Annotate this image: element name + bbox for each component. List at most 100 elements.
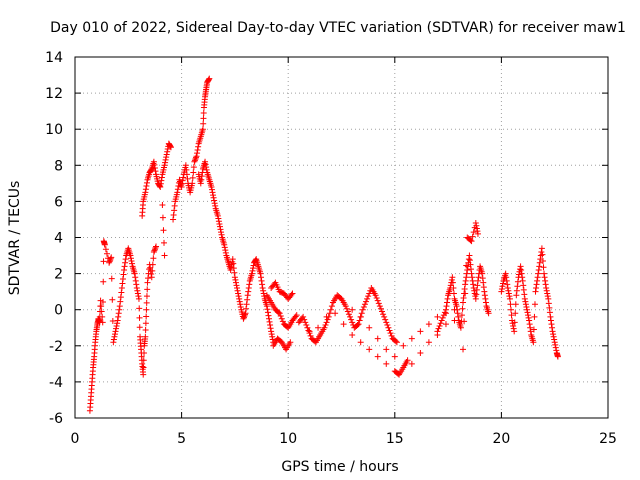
data-point — [442, 321, 449, 328]
x-tick-label: 15 — [386, 431, 404, 447]
data-point — [506, 295, 513, 302]
grid-lines — [75, 57, 608, 418]
data-point — [459, 305, 466, 312]
data-point — [507, 306, 514, 313]
data-point — [536, 259, 543, 266]
data-point — [349, 319, 356, 326]
data-point — [292, 313, 299, 320]
x-tick-label: 5 — [177, 431, 186, 447]
y-axis-label: SDTVAR / TECUs — [7, 181, 23, 296]
data-point — [375, 300, 382, 307]
data-point — [470, 229, 477, 236]
data-point — [545, 300, 552, 307]
data-point — [240, 315, 247, 322]
data-point — [157, 183, 164, 190]
data-point — [99, 299, 106, 306]
data-point — [167, 144, 174, 151]
data-point — [323, 313, 330, 320]
data-point — [525, 312, 532, 319]
data-point — [439, 314, 446, 321]
data-point — [265, 312, 272, 319]
data-point — [118, 289, 125, 296]
data-point — [400, 342, 407, 349]
data-point — [454, 306, 461, 313]
data-point — [549, 324, 556, 331]
data-point — [118, 285, 125, 292]
data-point — [191, 157, 198, 164]
data-point — [449, 279, 456, 286]
data-point — [513, 287, 520, 294]
data-point — [178, 183, 185, 190]
data-point — [543, 287, 550, 294]
data-point — [108, 275, 115, 282]
data-point — [464, 266, 471, 273]
data-point — [143, 306, 150, 313]
data-point — [194, 150, 201, 157]
data-point — [450, 285, 457, 292]
data-point — [461, 285, 468, 292]
data-point — [115, 310, 122, 317]
data-point — [315, 324, 322, 331]
data-point — [527, 324, 534, 331]
data-point — [107, 257, 114, 264]
data-point — [259, 285, 266, 292]
data-point — [553, 347, 560, 354]
data-point — [120, 271, 127, 278]
data-point — [465, 256, 472, 263]
data-point — [142, 186, 149, 193]
data-point — [519, 277, 526, 284]
data-point — [404, 357, 411, 364]
data-point — [324, 316, 331, 323]
data-point — [215, 215, 222, 222]
data-point — [466, 257, 473, 264]
data-point — [366, 324, 373, 331]
data-point — [150, 255, 157, 262]
data-point — [142, 189, 149, 196]
data-point — [467, 261, 474, 268]
data-point — [366, 346, 373, 353]
data-point — [461, 318, 468, 325]
data-point — [472, 220, 479, 227]
data-point — [344, 308, 351, 315]
data-point — [277, 313, 284, 320]
data-point — [458, 312, 465, 319]
data-point — [449, 274, 456, 281]
data-point — [230, 265, 237, 272]
data-point — [231, 274, 238, 281]
data-point — [473, 291, 480, 298]
data-point — [113, 322, 120, 329]
y-axis-ticks: -6 -4 -2 0 2 4 6 8 10 12 14 — [45, 50, 608, 427]
data-point — [504, 281, 511, 288]
data-point — [343, 305, 350, 312]
data-point — [109, 296, 116, 303]
data-point — [322, 322, 329, 329]
data-point — [234, 285, 241, 292]
data-point — [499, 280, 506, 287]
data-point — [148, 166, 155, 173]
data-point — [164, 146, 171, 153]
data-point — [145, 275, 152, 282]
data-point — [268, 331, 275, 338]
data-point — [140, 364, 147, 371]
data-point — [98, 308, 105, 315]
data-point — [482, 295, 489, 302]
data-point — [503, 274, 510, 281]
data-point — [279, 318, 286, 325]
data-point — [140, 371, 147, 378]
data-point — [539, 251, 546, 258]
data-point — [542, 277, 549, 284]
data-point — [520, 286, 527, 293]
data-point — [510, 325, 517, 332]
data-point — [349, 331, 356, 338]
data-point — [208, 186, 215, 193]
data-point — [525, 314, 532, 321]
data-point — [408, 360, 415, 367]
data-point — [518, 270, 525, 277]
data-point — [306, 328, 313, 335]
data-point — [408, 335, 415, 342]
data-point — [438, 317, 445, 324]
data-point — [206, 75, 213, 82]
data-point — [448, 276, 455, 283]
data-point — [235, 290, 242, 297]
data-point — [159, 214, 166, 221]
